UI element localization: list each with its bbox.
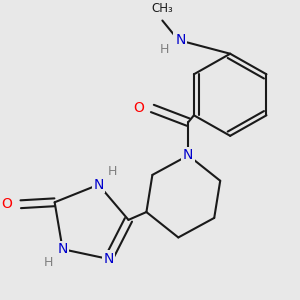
Text: H: H <box>108 164 117 178</box>
Text: O: O <box>1 197 12 211</box>
Text: N: N <box>175 33 185 47</box>
Text: N: N <box>57 242 68 256</box>
Text: N: N <box>93 178 104 192</box>
Text: N: N <box>183 148 194 162</box>
Text: O: O <box>133 101 144 116</box>
Text: CH₃: CH₃ <box>152 2 173 15</box>
Text: N: N <box>103 252 114 266</box>
Text: H: H <box>44 256 53 269</box>
Text: H: H <box>160 43 169 56</box>
